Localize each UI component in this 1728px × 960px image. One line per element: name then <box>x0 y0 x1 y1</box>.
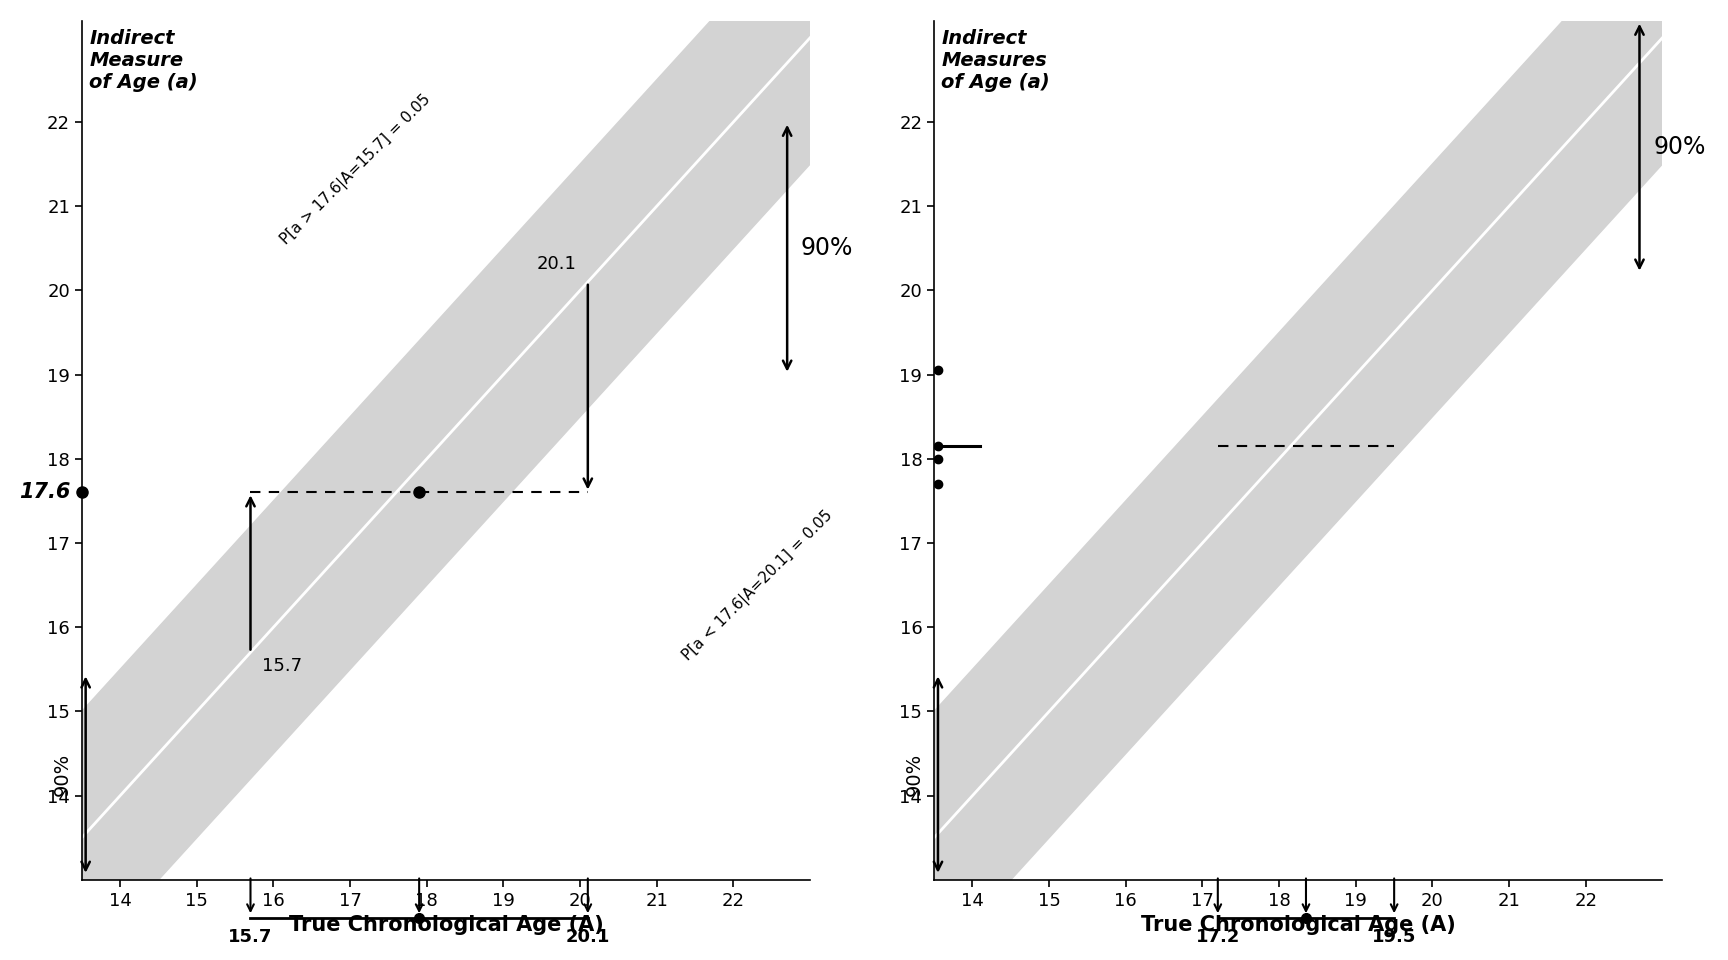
Text: 17.2: 17.2 <box>1196 928 1241 946</box>
Text: 15.7: 15.7 <box>228 928 273 946</box>
Text: P[a < 17.6|A=20.1] = 0.05: P[a < 17.6|A=20.1] = 0.05 <box>679 507 836 663</box>
Text: 17.6: 17.6 <box>19 483 71 502</box>
X-axis label: True Chronological Age (A): True Chronological Age (A) <box>1140 915 1455 935</box>
Text: 20.1: 20.1 <box>536 255 577 274</box>
Text: 90%: 90% <box>1654 135 1706 159</box>
Text: Indirect
Measures
of Age (a): Indirect Measures of Age (a) <box>942 30 1051 92</box>
Text: 15.7: 15.7 <box>263 657 302 675</box>
Text: 90%: 90% <box>905 753 924 796</box>
Text: Indirect
Measure
of Age (a): Indirect Measure of Age (a) <box>90 30 197 92</box>
Text: 19.5: 19.5 <box>1372 928 1417 946</box>
X-axis label: True Chronological Age (A): True Chronological Age (A) <box>289 915 603 935</box>
Text: 90%: 90% <box>802 236 854 260</box>
Text: P[a > 17.6|A=15.7] = 0.05: P[a > 17.6|A=15.7] = 0.05 <box>278 92 434 249</box>
Text: 20.1: 20.1 <box>565 928 610 946</box>
Text: 90%: 90% <box>54 753 73 796</box>
